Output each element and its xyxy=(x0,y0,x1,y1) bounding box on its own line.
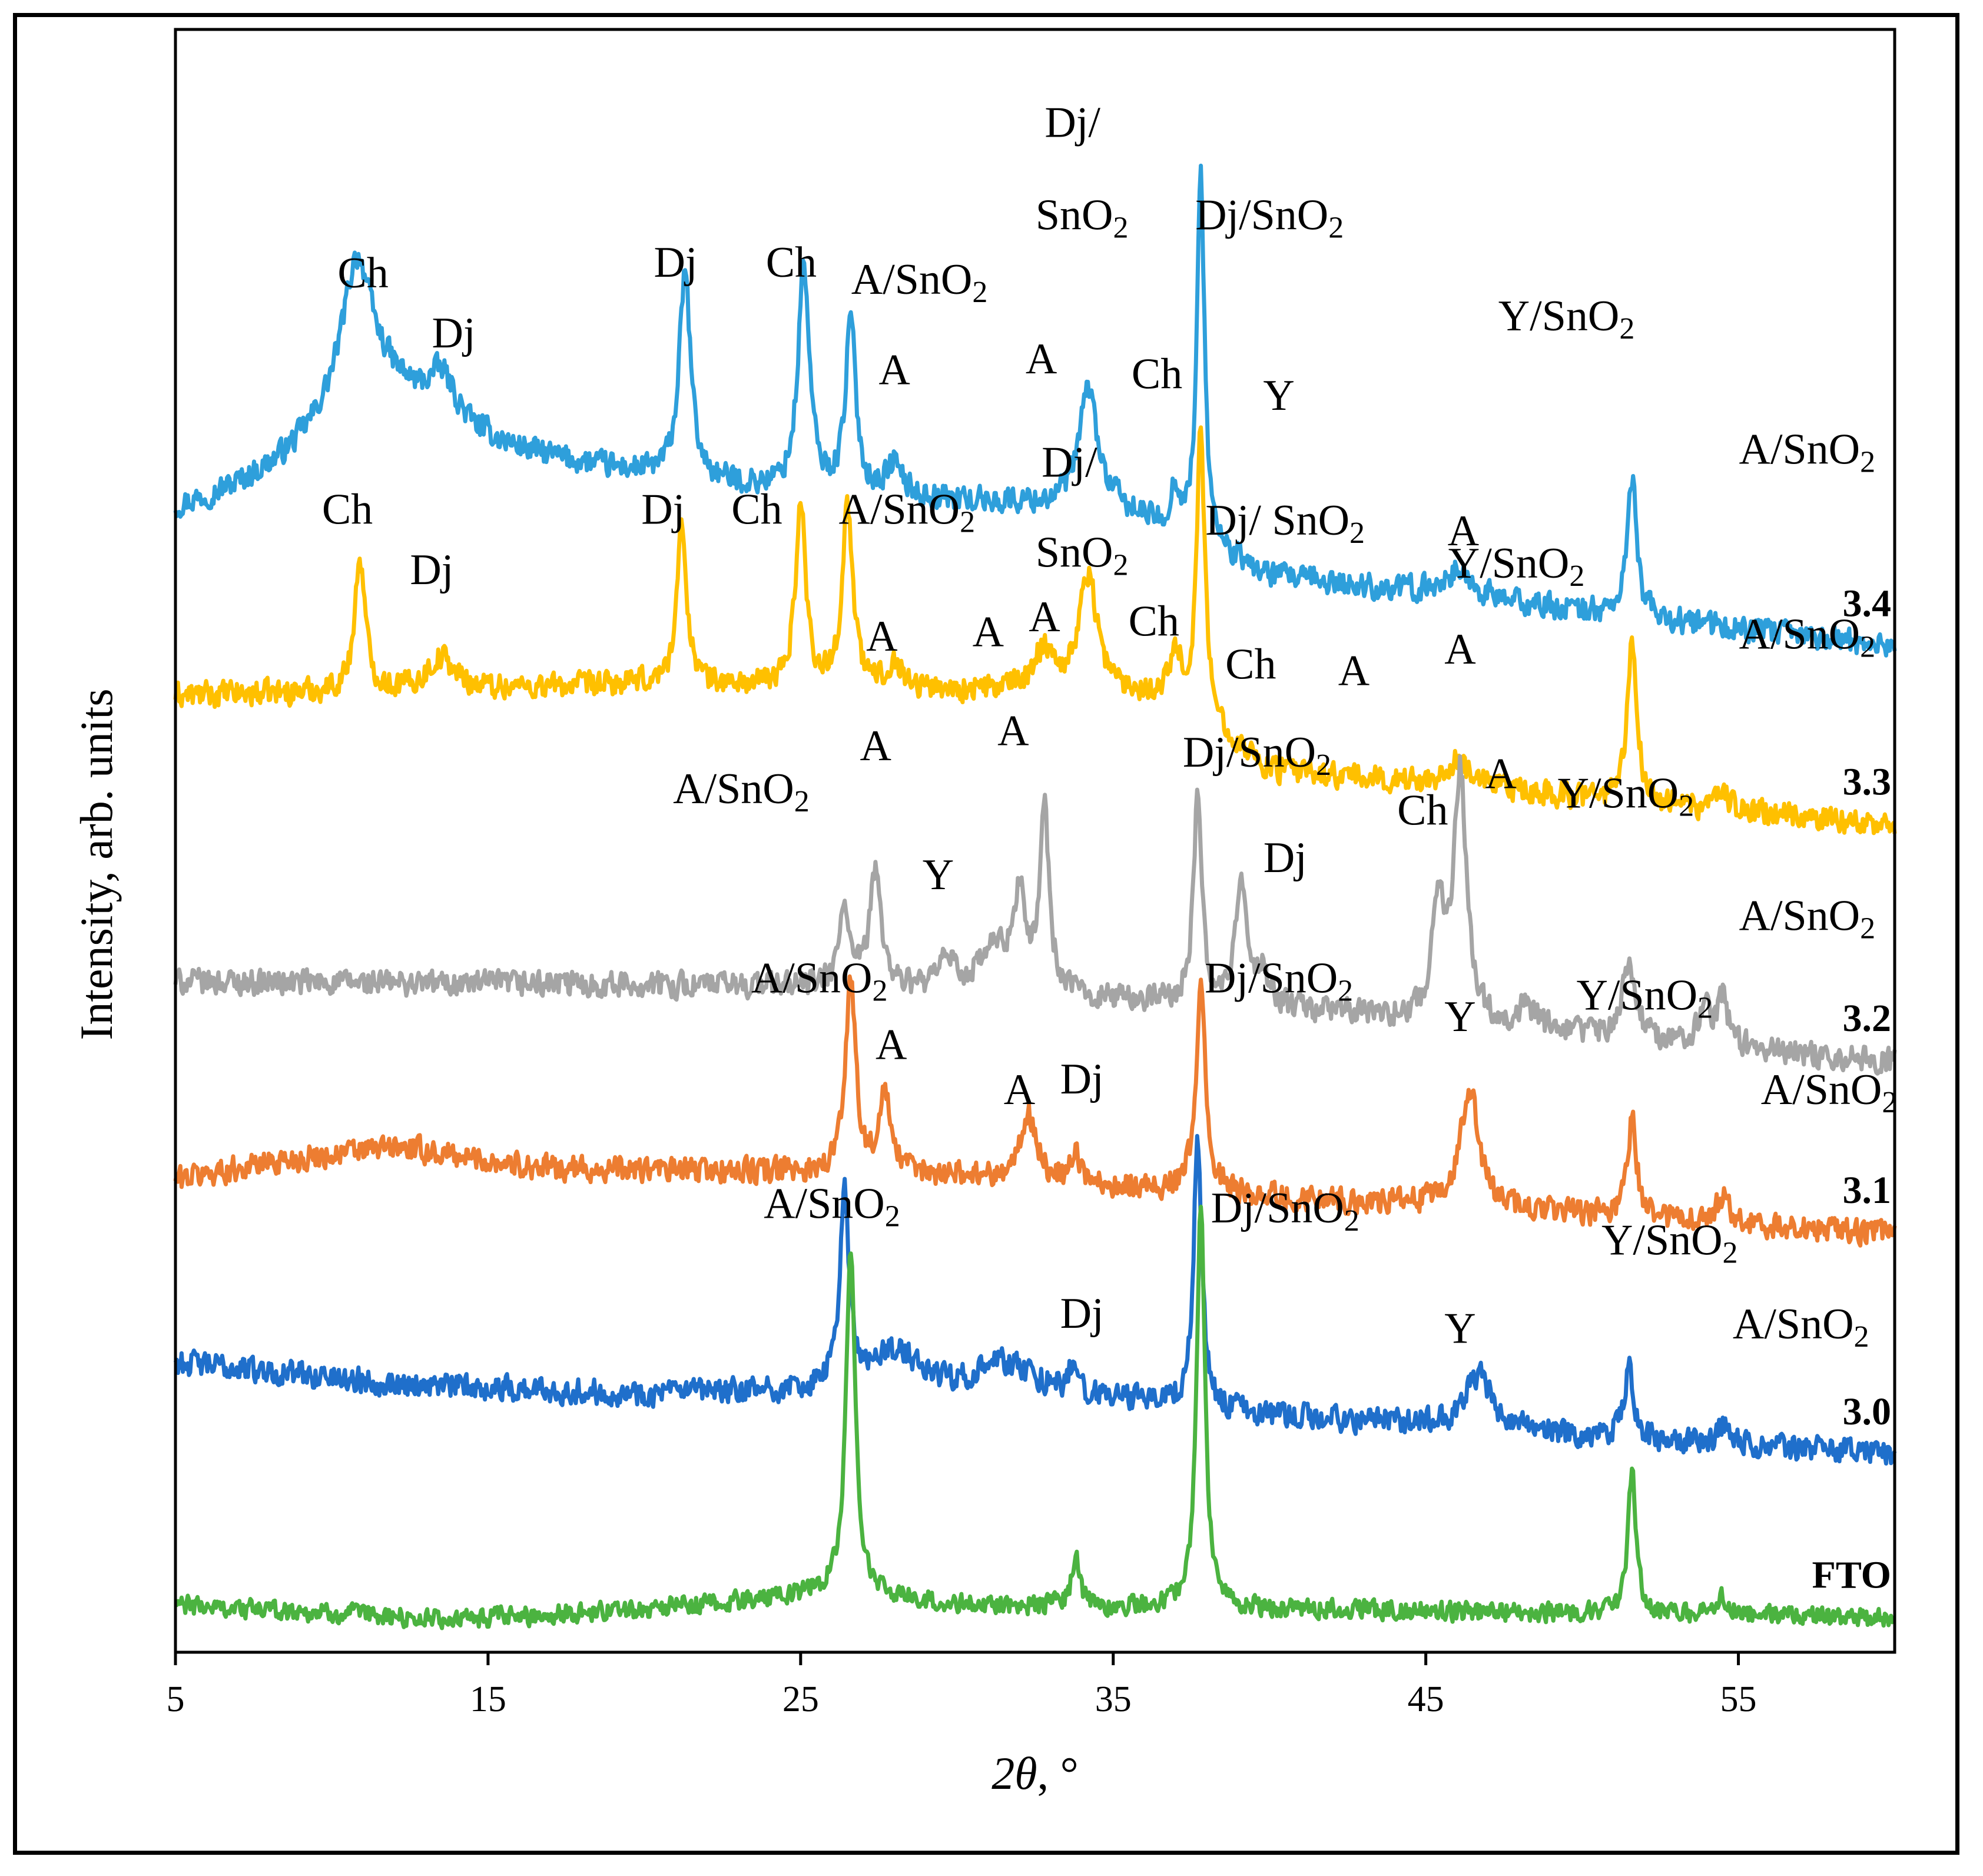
peak-annotation: Dj/ SnO2 xyxy=(1205,496,1365,550)
peak-annotation: A xyxy=(1026,335,1057,383)
peak-annotation: Dj/SnO2 xyxy=(1205,954,1353,1007)
peak-annotation: Dj xyxy=(1060,1290,1104,1338)
x-tick-label: 35 xyxy=(1095,1679,1132,1719)
y-axis-label: Intensity, arb. units xyxy=(71,688,122,1040)
peak-annotation: A/SnO2 xyxy=(1761,1066,1898,1119)
series-line-3-1 xyxy=(173,974,1897,1248)
peak-annotation: Dj xyxy=(432,309,476,357)
peak-annotation: Dj xyxy=(410,546,453,594)
peak-annotation: A/SnO2 xyxy=(1739,425,1876,479)
peak-annotation: Y/SnO2 xyxy=(1576,972,1713,1025)
x-tick-label: 15 xyxy=(470,1679,506,1719)
series-label: 3.1 xyxy=(1843,1169,1892,1212)
peak-annotation: Y xyxy=(923,851,954,899)
peak-annotation: A xyxy=(1485,750,1516,798)
peak-annotation: Dj xyxy=(1264,834,1307,882)
peak-annotation: A/SnO2 xyxy=(751,954,888,1007)
peak-annotation: A xyxy=(876,1021,907,1069)
axes: 5 15 25 35 45 55 2θ, ° Intensity, arb. units xyxy=(71,28,1896,1799)
peak-annotation: Ch xyxy=(766,238,817,287)
peak-annotation: A/SnO2 xyxy=(673,765,810,818)
series-traces: 3.4 3.3 3.2 3.1 3.0 FTO xyxy=(173,163,1897,1630)
peak-annotation: A/SnO2 xyxy=(764,1180,900,1234)
peak-annotation: Ch xyxy=(1129,597,1179,645)
peak-annotation: A xyxy=(1338,647,1369,695)
plot-area-border xyxy=(174,28,1896,1654)
peak-annotation: Dj/SnO2 xyxy=(1183,728,1331,782)
peak-annotation: Y/SnO2 xyxy=(1558,769,1694,823)
peak-annotation: A xyxy=(1448,507,1479,555)
peak-annotation: SnO2 xyxy=(1036,529,1129,582)
x-tick-label: 5 xyxy=(167,1679,185,1719)
peak-annotation: A/SnO2 xyxy=(1739,891,1876,945)
peak-annotation: Y/SnO2 xyxy=(1448,539,1585,593)
series-line-3-3 xyxy=(173,425,1897,836)
peak-annotation: Dj/ xyxy=(1042,438,1097,486)
peak-annotation: A xyxy=(973,608,1004,657)
peak-annotation: SnO2 xyxy=(1036,191,1129,244)
peak-annotation: Ch xyxy=(322,486,373,534)
x-tick-label: 45 xyxy=(1408,1679,1444,1719)
peak-annotation: Dj/SnO2 xyxy=(1195,191,1344,244)
peak-annotation: A xyxy=(1029,593,1060,641)
peak-annotation: Ch xyxy=(337,249,388,297)
peak-annotation: Dj/SnO2 xyxy=(1211,1184,1359,1238)
peak-annotation: A xyxy=(997,707,1029,755)
peak-annotation: Ch xyxy=(1132,350,1182,399)
x-tick-label: 55 xyxy=(1720,1679,1757,1719)
series-label: 3.4 xyxy=(1843,582,1892,625)
peak-annotation: A xyxy=(1444,625,1475,674)
peak-annotation: Y xyxy=(1444,1304,1475,1353)
peak-annotation: A/SnO2 xyxy=(1739,610,1876,664)
peak-annotation: A/SnO2 xyxy=(851,256,988,309)
series-label: 3.3 xyxy=(1843,761,1892,804)
peak-annotation: Dj xyxy=(1060,1055,1104,1103)
series-label: FTO xyxy=(1812,1553,1891,1596)
peak-annotation: Y xyxy=(1263,372,1294,420)
series-line-FTO xyxy=(174,1204,1896,1630)
peak-annotation: A/SnO2 xyxy=(839,486,976,539)
peak-annotation: A xyxy=(866,612,897,661)
peak-annotation: Y/SnO2 xyxy=(1498,292,1635,346)
peak-annotation: Y xyxy=(1444,993,1475,1041)
peak-annotation: A xyxy=(860,722,891,770)
x-axis-label: 2θ, ° xyxy=(992,1748,1079,1799)
series-label: 3.2 xyxy=(1843,997,1892,1040)
peak-annotation: Y/SnO2 xyxy=(1601,1217,1738,1270)
x-tick-label: 25 xyxy=(782,1679,819,1719)
series-label: 3.0 xyxy=(1843,1390,1892,1433)
figure-frame xyxy=(13,13,1959,1855)
peak-annotation: Dj/ xyxy=(1044,99,1100,147)
peak-annotation: Ch xyxy=(731,486,782,534)
peak-annotation: A xyxy=(1004,1066,1035,1114)
series-line-3-0 xyxy=(173,1133,1897,1466)
series-line-3-2 xyxy=(173,754,1897,1076)
peak-annotation: Ch xyxy=(1225,640,1276,688)
peak-annotation: Ch xyxy=(1397,787,1448,835)
peak-annotation: A xyxy=(878,346,910,394)
series-line-3-4 xyxy=(173,163,1897,658)
peak-annotation: Dj xyxy=(641,486,685,534)
peak-annotation: A/SnO2 xyxy=(1733,1300,1869,1354)
peak-annotation: Dj xyxy=(654,238,697,287)
